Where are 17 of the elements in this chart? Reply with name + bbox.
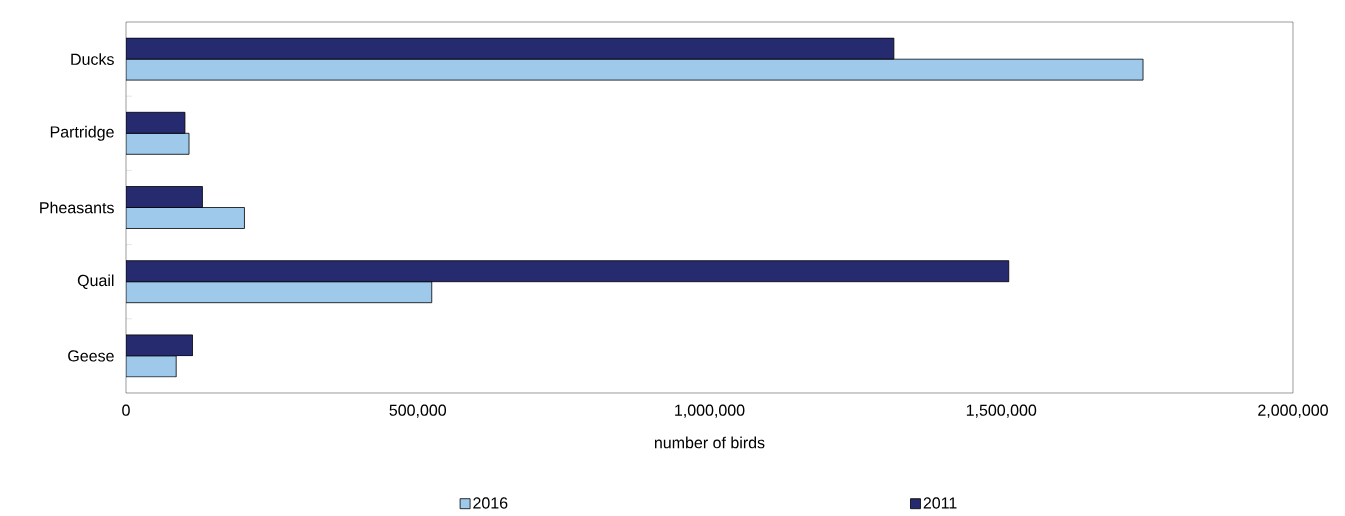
x-axis-title: number of birds <box>654 436 765 449</box>
bar <box>126 132 190 155</box>
x-tick-label: 1,500,000 <box>966 404 1037 418</box>
bar <box>126 207 245 229</box>
x-tick-label: 1,000,000 <box>675 404 745 418</box>
legend-label: 2011 <box>923 497 957 509</box>
y-tick-label: Ducks <box>71 53 114 65</box>
y-tick-label: Geese <box>68 350 114 362</box>
x-tick-label: 500,000 <box>389 404 447 418</box>
legend-label: 2016 <box>473 497 508 509</box>
bar <box>126 58 1144 81</box>
y-tick-label: Partridge <box>50 125 114 141</box>
y-tick-label: Quail <box>77 274 114 290</box>
x-tick-label: 2,000,000 <box>1258 404 1328 418</box>
bar <box>126 281 433 304</box>
y-tick-label: Pheasants <box>40 201 114 214</box>
x-tick-label: 0 <box>122 404 130 416</box>
